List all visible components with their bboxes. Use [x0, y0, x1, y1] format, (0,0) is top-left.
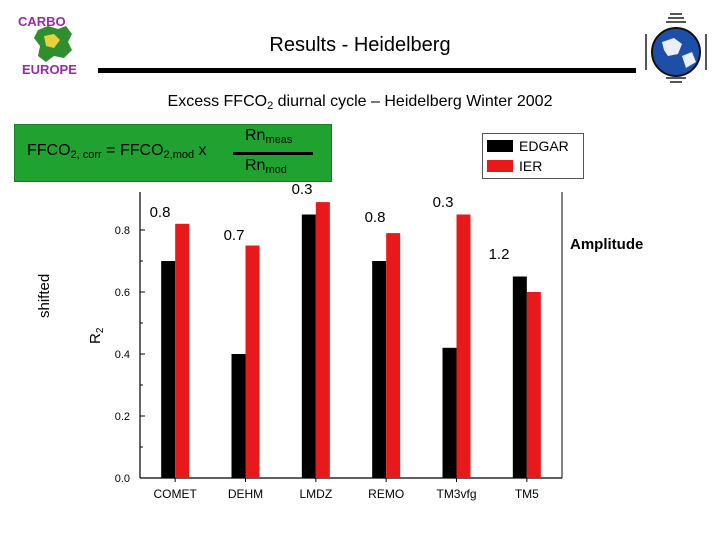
formula-numerator: Rnmeas: [245, 127, 292, 146]
formula-lhs-sub: 2, corr: [70, 149, 102, 161]
logo-text-bottom: EUROPE: [22, 62, 77, 76]
globe-logo-icon: [640, 12, 712, 89]
legend-item-edgar: EDGAR: [487, 137, 569, 155]
x-tick-label: TM3vfg: [436, 487, 476, 501]
y-tick-label: 0.0: [115, 473, 130, 485]
bar-edgar-comet: [161, 261, 176, 478]
amplitude-annotation: 0.8: [365, 209, 386, 226]
bar-edgar-lmdz: [301, 214, 316, 478]
formula-lhs-sub2: 2,mod: [163, 149, 195, 161]
formula-denominator: Rnmod: [245, 157, 287, 176]
x-tick-label: TM5: [515, 487, 539, 501]
bar-ier-lmdz: [315, 202, 330, 478]
formula-lhs: FFCO2, corr = FFCO2,mod x: [27, 142, 207, 161]
formula-box: FFCO2, corr = FFCO2,mod x Rnmeas Rnmod: [14, 124, 332, 182]
amplitude-label: Amplitude: [570, 236, 644, 253]
y-tick-label: 0.6: [115, 287, 130, 299]
formula-den-sub: mod: [265, 164, 287, 176]
heading-text: Excess FFCO: [167, 93, 268, 110]
legend-label-edgar: EDGAR: [519, 138, 569, 154]
legend-swatch-ier: [487, 160, 513, 172]
formula-den-text: Rn: [245, 157, 266, 174]
bar-ier-tm5: [526, 292, 541, 478]
bar-ier-dehm: [245, 245, 260, 478]
amplitude-annotation: 0.7: [224, 227, 245, 244]
logo-text-top: CARBO: [18, 14, 66, 29]
chart-heading: Excess FFCO2 diurnal cycle – Heidelberg …: [0, 93, 720, 112]
legend-label-ier: IER: [519, 158, 543, 174]
x-tick-label: REMO: [368, 487, 404, 501]
formula-lhs-c: x: [194, 142, 207, 159]
amplitude-annotation: 0.3: [292, 181, 313, 198]
formula-num-sub: meas: [265, 134, 293, 146]
y-tick-label: 0.2: [115, 411, 130, 423]
y-tick-label: 0.8: [115, 225, 130, 237]
bar-edgar-remo: [372, 261, 387, 478]
bar-ier-comet: [175, 223, 190, 478]
bar-edgar-dehm: [231, 354, 246, 478]
bar-edgar-tm3vfg: [442, 347, 457, 478]
formula-num-text: Rn: [245, 127, 266, 144]
x-tick-label: DEHM: [228, 487, 263, 501]
slide-title: Results - Heidelberg: [269, 34, 451, 56]
carboeurope-logo-icon: CARBO EUROPE: [14, 12, 94, 81]
heading-subscript: 2: [267, 100, 274, 112]
formula-lhs-b: = FFCO: [101, 142, 164, 159]
bar-ier-remo: [386, 233, 401, 478]
legend-item-ier: IER: [487, 157, 542, 175]
legend-swatch-edgar: [487, 140, 513, 152]
y-tick-label: 0.4: [115, 349, 130, 361]
bar-ier-tm3vfg: [456, 214, 471, 478]
heading-text-rest: diurnal cycle – Heidelberg Winter 2002: [273, 93, 553, 110]
formula-lhs-a: FFCO: [27, 142, 71, 159]
chart-legend: EDGAR IER: [482, 133, 584, 179]
amplitude-annotation: 1.2: [489, 246, 510, 263]
amplitude-annotation: 0.3: [433, 194, 454, 211]
title-rule: [98, 68, 636, 73]
amplitude-annotation: 0.8: [150, 204, 171, 221]
x-tick-label: LMDZ: [299, 487, 332, 501]
formula-fraction-bar: [233, 152, 313, 155]
bar-edgar-tm5: [512, 276, 527, 478]
x-tick-label: COMET: [153, 487, 197, 501]
